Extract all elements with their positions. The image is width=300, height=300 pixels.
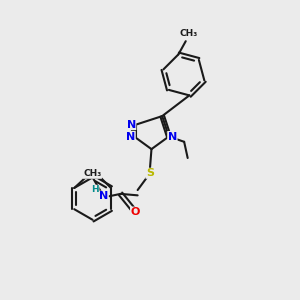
Text: CH₃: CH₃: [83, 169, 101, 178]
Text: N: N: [168, 131, 177, 142]
Text: N: N: [126, 131, 135, 142]
Text: N: N: [127, 120, 136, 130]
Text: O: O: [130, 207, 140, 217]
Text: N: N: [99, 191, 108, 201]
Text: CH₃: CH₃: [180, 29, 198, 38]
Text: H: H: [92, 185, 99, 194]
Text: S: S: [146, 168, 154, 178]
